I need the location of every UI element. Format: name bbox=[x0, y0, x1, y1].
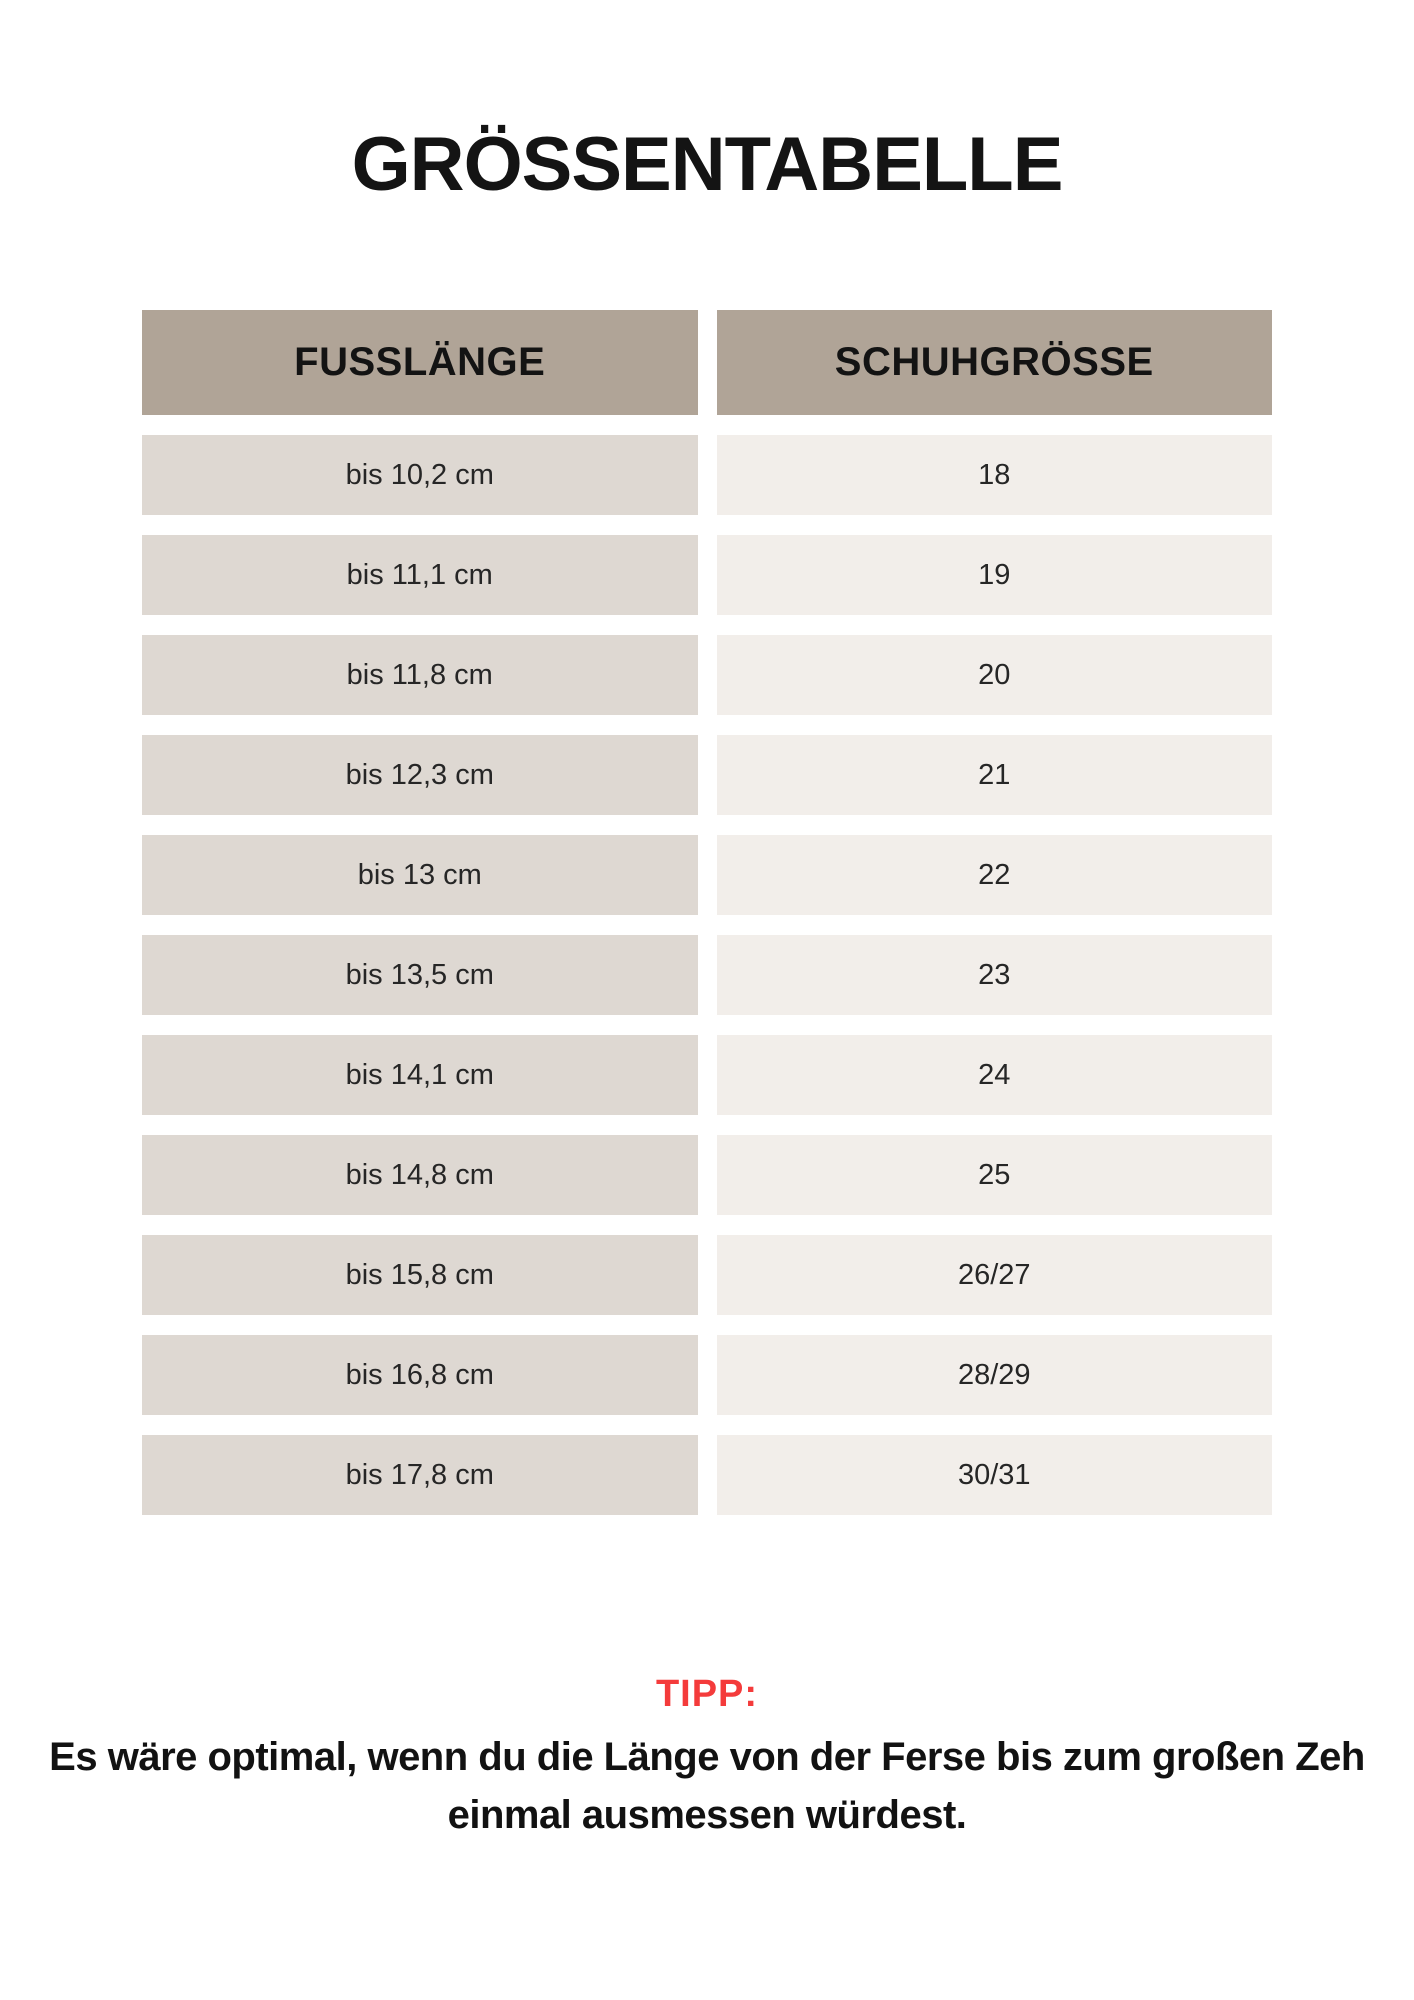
tip-text: Es wäre optimal, wenn du die Länge von d… bbox=[0, 1728, 1414, 1844]
shoe-size-cell: 19 bbox=[716, 535, 1272, 616]
foot-length-cell: bis 14,8 cm bbox=[142, 1135, 698, 1216]
foot-length-cell: bis 13 cm bbox=[142, 835, 698, 916]
shoe-size-cell: 20 bbox=[716, 635, 1272, 716]
foot-length-header: FUSSLÄNGE bbox=[142, 310, 698, 416]
shoe-size-cell: 26/27 bbox=[716, 1235, 1272, 1316]
foot-length-cell: bis 11,8 cm bbox=[142, 635, 698, 716]
shoe-size-header: SCHUHGRÖSSE bbox=[716, 310, 1272, 416]
foot-length-cell: bis 13,5 cm bbox=[142, 935, 698, 1016]
shoe-size-cell: 24 bbox=[716, 1035, 1272, 1116]
foot-length-cell: bis 16,8 cm bbox=[142, 1335, 698, 1416]
page-title: GRÖSSENTABELLE bbox=[351, 122, 1064, 207]
size-table: FUSSLÄNGE SCHUHGRÖSSE bis 10,2 cm 18 bis… bbox=[142, 310, 1272, 1516]
tip-text-line-1: Es wäre optimal, wenn du die Länge von d… bbox=[49, 1735, 1365, 1780]
shoe-size-cell: 22 bbox=[716, 835, 1272, 916]
shoe-size-cell: 30/31 bbox=[716, 1435, 1272, 1516]
tip-section: TIPP: Es wäre optimal, wenn du die Länge… bbox=[0, 1672, 1414, 1844]
foot-length-cell: bis 15,8 cm bbox=[142, 1235, 698, 1316]
shoe-size-cell: 18 bbox=[716, 435, 1272, 516]
tip-text-line-2: einmal ausmessen würdest. bbox=[447, 1793, 967, 1838]
foot-length-cell: bis 11,1 cm bbox=[142, 535, 698, 616]
tip-label: TIPP: bbox=[655, 1673, 759, 1716]
shoe-size-cell: 28/29 bbox=[716, 1335, 1272, 1416]
foot-length-cell: bis 17,8 cm bbox=[142, 1435, 698, 1516]
shoe-size-cell: 25 bbox=[716, 1135, 1272, 1216]
foot-length-cell: bis 10,2 cm bbox=[142, 435, 698, 516]
shoe-size-cell: 21 bbox=[716, 735, 1272, 816]
foot-length-cell: bis 12,3 cm bbox=[142, 735, 698, 816]
shoe-size-cell: 23 bbox=[716, 935, 1272, 1016]
foot-length-cell: bis 14,1 cm bbox=[142, 1035, 698, 1116]
